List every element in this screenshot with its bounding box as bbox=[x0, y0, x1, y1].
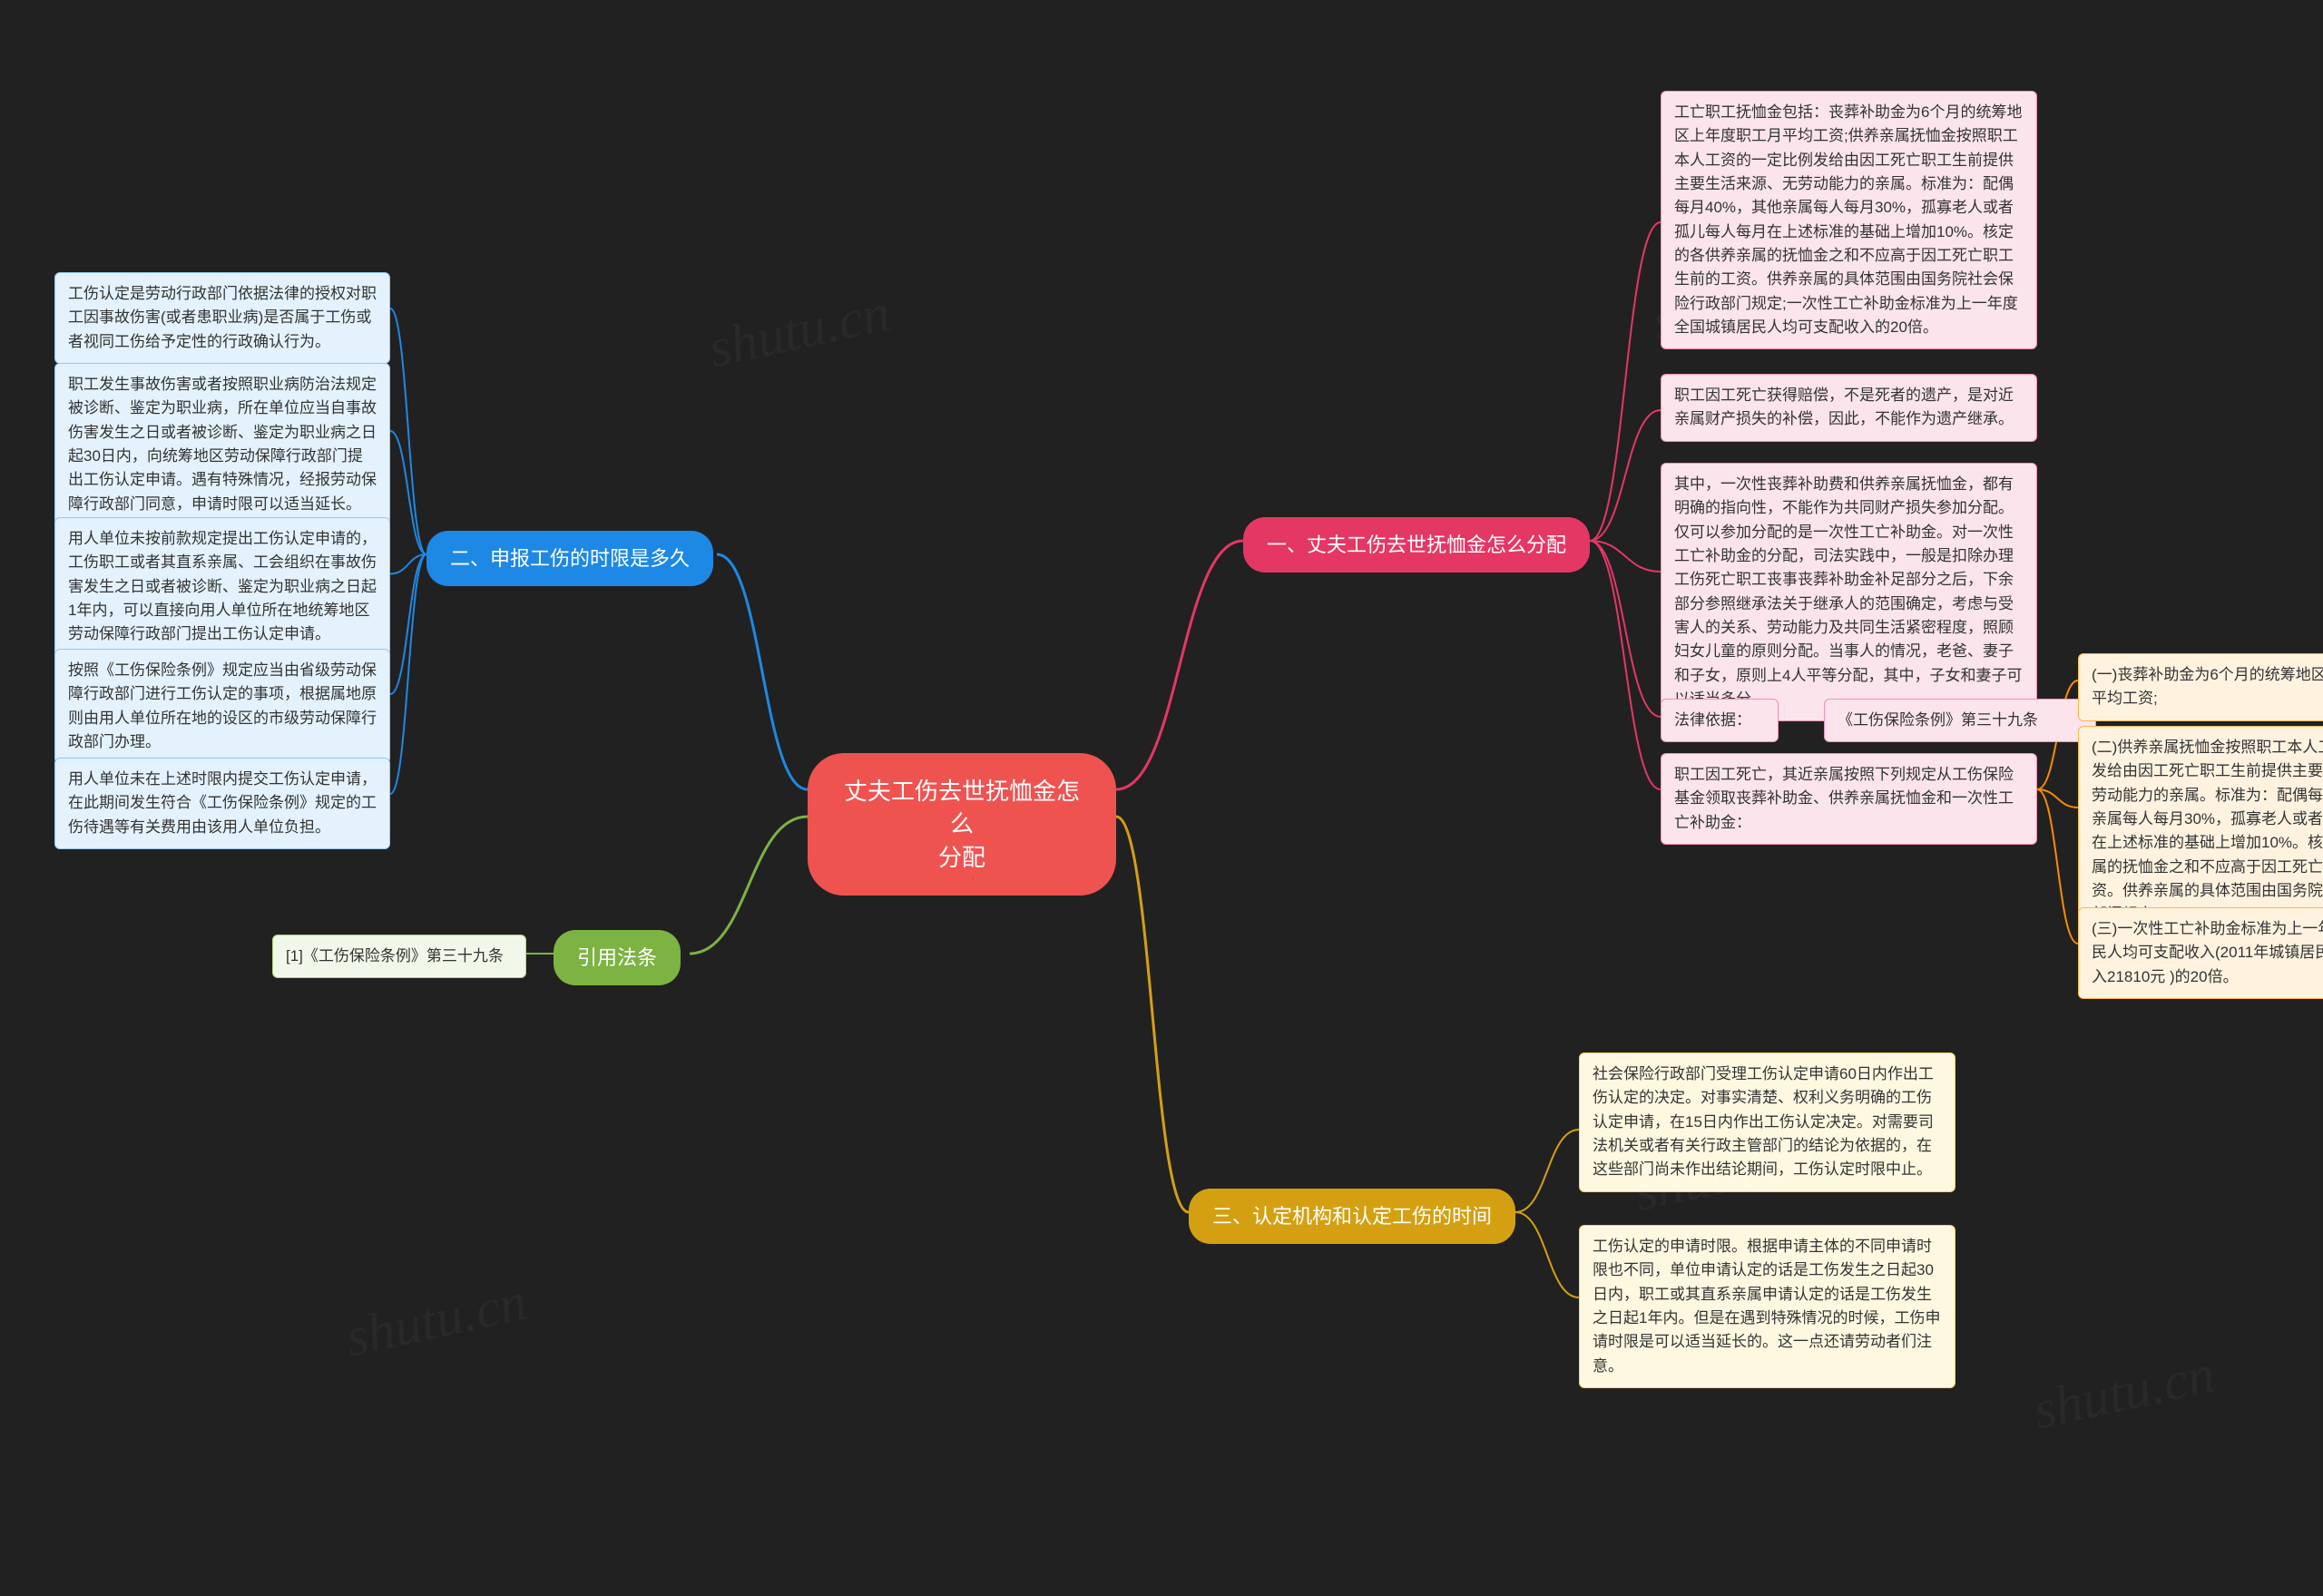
branch-b1: 一、丈夫工伤去世抚恤金怎么分配 bbox=[1243, 517, 1590, 573]
leaf-b1-0: 工亡职工抚恤金包括：丧葬补助金为6个月的统筹地区上年度职工月平均工资;供养亲属抚… bbox=[1661, 91, 2037, 349]
leaf-b2-1: 职工发生事故伤害或者按照职业病防治法规定被诊断、鉴定为职业病，所在单位应当自事故… bbox=[54, 363, 390, 526]
leaf-b1-2: 其中，一次性丧葬补助费和供养亲属抚恤金，都有明确的指向性，不能作为共同财产损失参… bbox=[1661, 463, 2037, 721]
leaf-b2-0: 工伤认定是劳动行政部门依据法律的授权对职工因事故伤害(或者患职业病)是否属于工伤… bbox=[54, 272, 390, 364]
leaf-b2-2: 用人单位未按前款规定提出工伤认定申请的，工伤职工或者其直系亲属、工会组织在事故伤… bbox=[54, 517, 390, 657]
branch-b2: 二、申报工伤的时限是多久 bbox=[426, 531, 713, 586]
leaf-b3-1: 工伤认定的申请时限。根据申请主体的不同申请时限也不同，单位申请认定的话是工伤发生… bbox=[1579, 1225, 1955, 1388]
leaf-b1-1: 职工因工死亡获得赔偿，不是死者的遗产，是对近亲属财产损失的补偿，因此，不能作为遗… bbox=[1661, 374, 2037, 442]
watermark: shutu.cn bbox=[2028, 1343, 2220, 1442]
branch-b4: 引用法条 bbox=[554, 930, 681, 985]
leaf-b1-3: 法律依据： bbox=[1661, 699, 1779, 742]
leaf-b2-4: 用人单位未在上述时限内提交工伤认定申请，在此期间发生符合《工伤保险条例》规定的工… bbox=[54, 758, 390, 849]
leaf-b4-0: [1]《工伤保险条例》第三十九条 bbox=[272, 935, 526, 978]
leaf-b2-3: 按照《工伤保险条例》规定应当由省级劳动保障行政部门进行工伤认定的事项，根据属地原… bbox=[54, 649, 390, 764]
leaf-b1-4-sub-2: (三)一次性工亡补助金标准为上一年度全国城镇居民人均可支配收入(2011年城镇居… bbox=[2078, 907, 2323, 999]
watermark: shutu.cn bbox=[703, 281, 896, 380]
leaf-b3-0: 社会保险行政部门受理工伤认定申请60日内作出工伤认定的决定。对事实清楚、权利义务… bbox=[1579, 1053, 1955, 1192]
leaf-b1-4: 职工因工死亡，其近亲属按照下列规定从工伤保险基金领取丧葬补助金、供养亲属抚恤金和… bbox=[1661, 753, 2037, 845]
branch-b3: 三、认定机构和认定工伤的时间 bbox=[1189, 1189, 1515, 1244]
leaf-b1-4-sub-1: (二)供养亲属抚恤金按照职工本人工资的一定比例发给由因工死亡职工生前提供主要生活… bbox=[2078, 726, 2323, 937]
watermark: shutu.cn bbox=[340, 1270, 533, 1369]
root-node: 丈夫工伤去世抚恤金怎么分配 bbox=[808, 753, 1116, 896]
leaf-b1-4-sub-0: (一)丧葬补助金为6个月的统筹地区上年度职工月平均工资; bbox=[2078, 653, 2323, 721]
leaf-b1-3-sub: 《工伤保险条例》第三十九条 bbox=[1824, 699, 2096, 742]
